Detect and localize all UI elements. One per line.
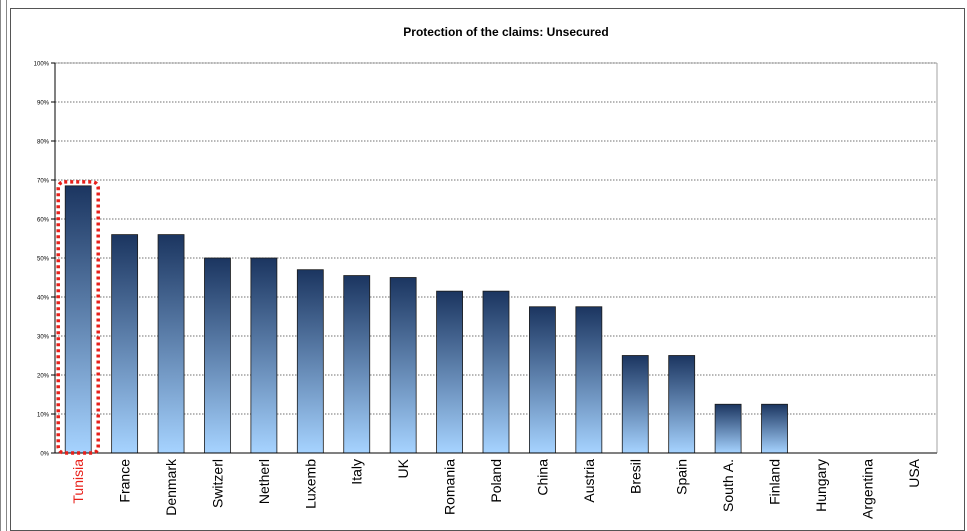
x-category-label: Spain [674,459,690,495]
x-category-label: Argentina [859,459,875,519]
x-category-label: Italy [349,459,365,485]
x-category-label: Poland [488,459,504,503]
x-category-label: Tunisia [70,459,86,504]
highlight-box-tunisia [56,180,100,455]
bar-france [111,234,139,454]
x-category-label: Hungary [813,459,829,512]
x-category-label: Austria [581,459,597,503]
x-category-label: Finland [767,459,783,505]
x-category-label: USA [906,458,922,487]
bar-italy [343,275,371,454]
x-category-label: Switzerl [209,459,225,508]
axes [54,62,938,454]
x-category-label: France [117,459,133,503]
x-category-label: South A. [720,459,736,512]
bar-south-a- [714,403,742,454]
highlight-outline [56,180,100,455]
bar-bresil [621,355,649,454]
bar-switzerl [204,257,231,454]
bar-austria [575,306,603,454]
y-tick-label: 70% [37,179,50,185]
bar-netherl [250,257,278,454]
x-category-label: UK [395,458,411,478]
y-tick-label: 90% [37,101,50,107]
y-tick-label: 60% [37,218,50,224]
bar-china [529,306,556,454]
bar-finland [761,403,788,454]
left-border-strip [0,0,7,531]
y-tick-label: 100% [34,62,50,68]
x-category-label: Denmark [163,458,179,516]
bar-tunisia [64,185,92,454]
y-tick-label: 50% [37,257,50,263]
x-category-label: Luxemb [302,459,318,509]
y-axis-tick-labels: 0% 10% 20% 30% 40% 50% 60% 70% 80% 90% 100% [34,62,55,458]
y-tick-label: 80% [37,140,50,146]
x-category-label: Bresil [627,459,643,494]
y-tick-label: 40% [37,296,50,302]
y-tick-label: 10% [37,413,50,419]
y-tick-label: 20% [37,374,50,380]
bar-spain [668,355,696,454]
x-axis-category-labels: Tunisia France Denmark Switzerl Netherl Luxem… [70,458,922,519]
y-tick-label: 30% [37,335,50,341]
bar-uk [389,277,417,454]
x-category-label: China [534,459,550,496]
y-tick-label: 0% [40,452,49,458]
bars [64,185,788,454]
chart-title: Protection of the claims: Unsecured [403,25,608,39]
bar-luxemb [296,269,324,454]
x-category-label: Romania [442,459,458,515]
x-category-label: Netherl [256,459,272,504]
bar-poland [482,290,510,454]
bar-romania [436,290,463,454]
bar-denmark [157,234,185,454]
